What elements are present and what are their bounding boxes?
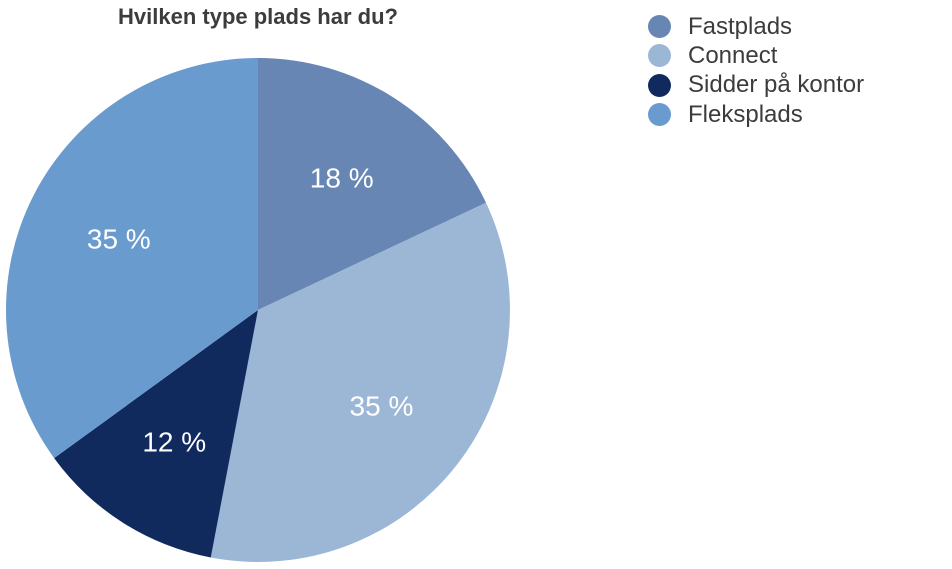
pie-slice-2 [54, 310, 258, 558]
pie-slice-label-3: 35 % [87, 224, 151, 255]
legend-label: Sidder på kontor [688, 71, 865, 99]
pie-slices [5, 58, 510, 562]
pie-slice-3 [5, 58, 259, 459]
pie-slice-label-0: 18 % [310, 163, 374, 194]
legend-label: Fleksplads [688, 100, 803, 128]
legend-swatch [648, 44, 671, 68]
pie-slice-label-2: 12 % [142, 426, 206, 457]
legend-label: Connect [688, 41, 778, 69]
legend-item: Connect [648, 41, 864, 70]
legend-label: Fastplads [688, 12, 793, 40]
legend-swatch [648, 73, 671, 97]
pie-slice-1 [210, 202, 510, 562]
legend-item: Fleksplads [648, 100, 864, 129]
pie-slice-labels: 18 % 35 % 12 % 35 % [87, 163, 413, 458]
legend-swatch [648, 15, 671, 39]
legend-item: Fastplads [648, 12, 864, 41]
legend-swatch [648, 103, 671, 127]
chart-title: Hvilken type plads har du? [118, 4, 398, 29]
pie-slice-0 [258, 58, 487, 310]
legend: Fastplads Connect Sidder på kontor Flekspla… [648, 12, 864, 129]
legend-item: Sidder på kontor [648, 71, 864, 100]
pie-slice-label-1: 35 % [350, 390, 414, 421]
